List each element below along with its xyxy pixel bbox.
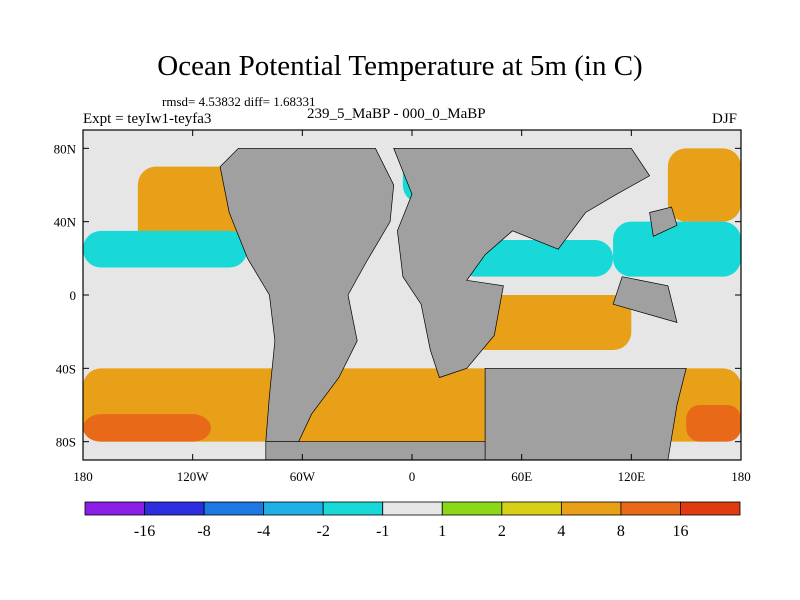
colorbar-bin (620, 501, 681, 516)
field-region (83, 230, 248, 268)
colorbar-label: -1 (376, 523, 389, 540)
colorbar-label: 16 (672, 523, 688, 540)
land-mask (649, 206, 678, 237)
field-region (667, 148, 741, 222)
land-mask (265, 441, 486, 460)
colorbar-bin (322, 501, 384, 516)
x-tick-label: 60W (290, 469, 316, 484)
y-tick-label: 80N (54, 141, 77, 156)
x-tick-label: 120E (618, 469, 646, 484)
y-tick-label: 40N (54, 215, 77, 230)
colorbar-label: 4 (557, 523, 565, 540)
y-tick-label: 40S (56, 361, 76, 376)
x-tick-label: 0 (409, 469, 416, 484)
colorbar-bin (84, 501, 145, 516)
x-tick-label: 180 (73, 469, 93, 484)
colorbar-label: 2 (498, 523, 506, 540)
y-tick-label: 80S (56, 435, 76, 450)
colorbar-label: 1 (438, 523, 446, 540)
colorbar-label: -8 (197, 523, 210, 540)
field-region (466, 295, 632, 350)
land-mask (612, 276, 678, 324)
colorbar-bin (441, 501, 503, 516)
chart-title: Ocean Potential Temperature at 5m (in C) (157, 50, 643, 82)
colorbar-label: -4 (257, 523, 270, 540)
colorbar-bin (560, 501, 622, 516)
colorbar-label: -16 (134, 523, 155, 540)
land-mask (219, 147, 395, 443)
experiment-label: Expt = teyIw1-teyfa3 (83, 111, 212, 127)
land-mask (393, 147, 651, 378)
season-label: DJF (712, 111, 738, 127)
land-mask (484, 367, 687, 460)
x-tick-label: 60E (511, 469, 532, 484)
field-region (686, 405, 741, 442)
colorbar-bin (263, 501, 324, 516)
colorbar-label: -2 (317, 523, 330, 540)
colorbar-label: 8 (617, 523, 625, 540)
colorbar-bin (680, 501, 741, 516)
colorbar-bin (501, 501, 562, 516)
chart-subtitle: 239_5_MaBP - 000_0_MaBP (307, 106, 486, 122)
field-region (457, 240, 614, 277)
x-tick-label: 120W (177, 469, 210, 484)
y-tick-label: 0 (70, 288, 77, 303)
colorbar-bin (144, 501, 205, 516)
field-region (613, 221, 741, 277)
colorbar-bin (382, 501, 443, 516)
x-tick-label: 180 (731, 469, 751, 484)
field-region (83, 414, 211, 442)
colorbar-bin (203, 501, 265, 516)
stats-label: rmsd= 4.53832 diff= 1.68331 (162, 94, 316, 109)
